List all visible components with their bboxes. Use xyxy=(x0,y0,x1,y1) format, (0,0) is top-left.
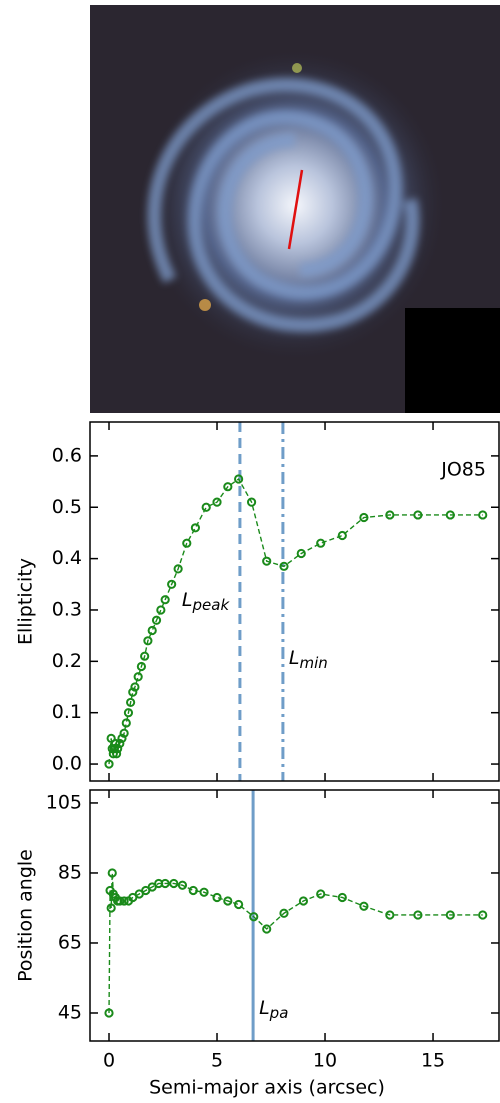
annotation-letter: L xyxy=(289,647,300,669)
y-axis-label: Ellipticity xyxy=(15,558,37,645)
data-point xyxy=(119,896,129,906)
data-point xyxy=(385,510,395,520)
plot-frame xyxy=(89,789,500,1042)
data-point xyxy=(413,910,423,920)
y-tick-label: 0.4 xyxy=(52,547,82,569)
x-tick-label: 0 xyxy=(103,1050,115,1072)
data-point xyxy=(445,510,455,520)
annotation-subscript: pa xyxy=(269,1004,289,1022)
data-point xyxy=(106,903,116,913)
data-point xyxy=(167,579,177,589)
data-point xyxy=(113,744,123,754)
data-point xyxy=(234,899,244,910)
y-tick-label: 0.2 xyxy=(52,650,82,672)
data-point xyxy=(262,556,272,566)
y-tick-label: 0.5 xyxy=(52,496,82,518)
data-point xyxy=(212,892,222,903)
annotation-label: Lmin xyxy=(289,647,328,672)
y-tick-label: 45 xyxy=(58,1001,82,1023)
data-point xyxy=(223,482,233,492)
annotation-label: Lpa xyxy=(259,997,288,1022)
y-tick-label: 0.0 xyxy=(52,753,82,775)
data-point xyxy=(385,910,395,920)
data-point xyxy=(246,497,257,507)
data-point xyxy=(126,697,136,708)
data-point xyxy=(445,910,455,920)
data-point xyxy=(316,538,326,548)
data-point xyxy=(169,878,179,889)
data-point xyxy=(128,687,138,697)
y-axis-label: Position angle xyxy=(15,849,37,982)
data-point xyxy=(337,530,347,541)
data-point xyxy=(478,910,488,920)
y-tick-label: 105 xyxy=(46,791,82,813)
data-point xyxy=(119,728,129,738)
data-point xyxy=(121,718,131,728)
data-point xyxy=(104,1008,114,1018)
data-point xyxy=(177,880,188,890)
y-tick-label: 0.3 xyxy=(52,598,82,620)
data-point xyxy=(136,661,147,672)
y-tick-label: 65 xyxy=(58,931,82,953)
annotation-subscript: peak xyxy=(192,596,231,614)
data-point xyxy=(478,510,488,520)
data-point xyxy=(212,497,222,507)
annotation-letter: L xyxy=(259,997,270,1019)
data-point xyxy=(279,561,289,571)
x-axis-label: Semi-major axis (arcsec) xyxy=(149,1077,385,1099)
annotation-letter: L xyxy=(182,589,193,611)
data-point xyxy=(359,901,369,911)
data-point xyxy=(104,759,114,769)
y-tick-label: 85 xyxy=(58,861,82,883)
data-point xyxy=(188,885,198,896)
data-point xyxy=(316,889,326,899)
data-point xyxy=(115,896,125,906)
galaxy-image xyxy=(90,5,500,413)
data-point xyxy=(173,564,183,574)
data-point xyxy=(160,595,170,605)
x-tick-label: 10 xyxy=(313,1050,337,1072)
data-point xyxy=(182,538,192,548)
annotation-subscript: min xyxy=(299,654,327,672)
data-point xyxy=(298,896,309,906)
data-point xyxy=(234,474,244,484)
data-point xyxy=(123,708,134,718)
data-point xyxy=(115,738,125,749)
data-point xyxy=(133,672,143,682)
data-point xyxy=(156,605,166,615)
data-point xyxy=(160,878,170,889)
data-point xyxy=(249,912,259,922)
data-point xyxy=(147,625,157,636)
data-point xyxy=(143,636,153,646)
data-point xyxy=(107,868,117,878)
annotation-label: Lpeak xyxy=(182,589,231,614)
data-point xyxy=(110,738,121,749)
data-point xyxy=(151,615,162,625)
data-point xyxy=(279,908,289,918)
data-point xyxy=(199,887,209,897)
data-point xyxy=(111,749,122,759)
data-point xyxy=(201,502,211,512)
data-line xyxy=(108,477,483,765)
data-point xyxy=(190,523,201,533)
data-point xyxy=(359,512,369,523)
data-point xyxy=(140,651,150,661)
data-point xyxy=(296,548,306,559)
data-point xyxy=(337,892,347,903)
data-point xyxy=(223,896,233,906)
data-point xyxy=(130,682,140,692)
data-point xyxy=(117,733,127,743)
panel-label: JO85 xyxy=(440,459,486,481)
x-tick-label: 5 xyxy=(211,1050,223,1072)
data-point xyxy=(262,924,272,934)
y-tick-label: 0.6 xyxy=(52,444,82,466)
data-point xyxy=(109,744,120,754)
x-tick-label: 15 xyxy=(421,1050,445,1072)
data-point xyxy=(413,510,423,520)
y-tick-label: 0.1 xyxy=(52,701,82,723)
plot-frame xyxy=(89,421,500,782)
data-line xyxy=(108,872,483,1014)
